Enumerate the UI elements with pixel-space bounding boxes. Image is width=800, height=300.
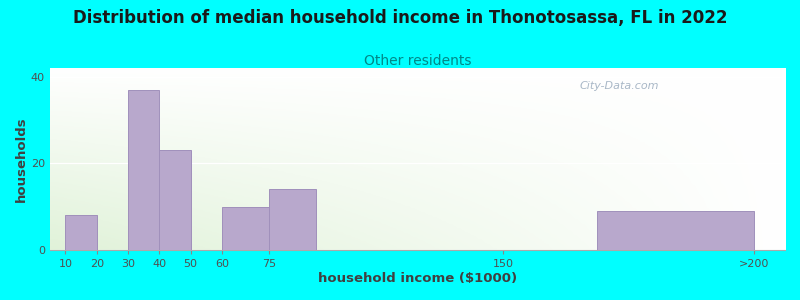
Bar [159, 150, 190, 250]
Bar [66, 215, 97, 250]
Bar [598, 211, 754, 250]
Bar [222, 207, 269, 250]
Bar [128, 90, 159, 250]
Title: Other residents: Other residents [364, 54, 471, 68]
Bar [269, 190, 316, 250]
X-axis label: household income ($1000): household income ($1000) [318, 272, 517, 285]
Text: City-Data.com: City-Data.com [579, 81, 658, 91]
Y-axis label: households: households [15, 116, 28, 202]
Text: Distribution of median household income in Thonotosassa, FL in 2022: Distribution of median household income … [73, 9, 727, 27]
